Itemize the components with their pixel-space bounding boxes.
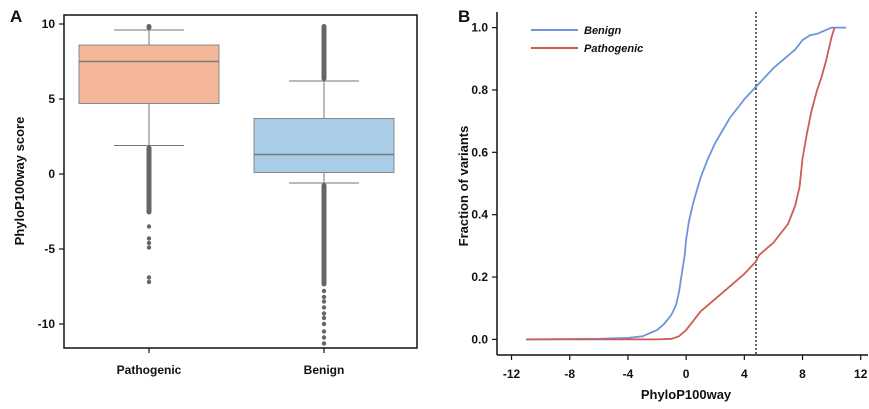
panel-b-x-axis-label: PhyloP100way — [641, 387, 732, 402]
panel-b-x-axis: -12 -8 -4 0 4 8 12 — [503, 355, 868, 381]
a-x-tick-label: Benign — [304, 363, 345, 377]
panel-b-letter: B — [458, 7, 470, 26]
outlier-point — [321, 341, 327, 346]
b-y-tick-label: 1.0 — [471, 21, 488, 35]
b-y-tick-label: 0.2 — [471, 270, 488, 284]
panel-a-y-axis: -10 -5 0 5 10 — [38, 17, 64, 331]
outlier-band — [321, 24, 327, 81]
panel-a-plot-frame — [63, 14, 418, 349]
legend-pathogenic-label: Pathogenic — [584, 43, 643, 55]
iqr-box — [78, 44, 220, 104]
panel-b-series — [526, 12, 847, 355]
outlier-point — [321, 288, 327, 294]
a-y-tick-label: 0 — [48, 167, 55, 181]
b-x-tick-label: 8 — [799, 367, 806, 381]
b-x-tick-label: -4 — [623, 367, 634, 381]
a-x-tick-label: Pathogenic — [117, 363, 182, 377]
series-line-benign — [526, 26, 847, 341]
panel-b-axes — [496, 12, 868, 356]
outlier-point — [321, 294, 327, 300]
b-x-tick-label: 12 — [854, 367, 868, 381]
outlier-point — [146, 224, 152, 229]
outlier-point — [321, 321, 327, 327]
b-y-tick-label: 0.4 — [471, 208, 488, 222]
legend-benign-label: Benign — [584, 25, 622, 37]
outlier-point — [146, 236, 152, 241]
series-line-pathogenic — [526, 27, 836, 341]
outlier-point — [146, 240, 152, 246]
outlier-band — [146, 24, 152, 30]
a-y-tick-label: -5 — [44, 242, 55, 256]
outlier-point — [321, 299, 327, 304]
outlier-point — [321, 305, 327, 310]
b-y-tick-label: 0.6 — [471, 145, 488, 159]
panel-a-letter: A — [10, 7, 22, 26]
outlier-point — [321, 335, 327, 340]
panel-b-y-axis: 0.0 0.2 0.4 0.6 0.8 1.0 — [471, 21, 497, 346]
iqr-box — [253, 118, 395, 173]
panel-a-y-axis-label: PhyloP100way score — [12, 117, 27, 246]
a-y-tick-label: 5 — [48, 92, 55, 106]
outlier-point — [321, 311, 327, 316]
b-y-tick-label: 0.8 — [471, 83, 488, 97]
panel-b-legend: Benign Pathogenic — [531, 25, 643, 55]
b-x-tick-label: 4 — [741, 367, 748, 381]
b-x-tick-label: 0 — [683, 367, 690, 381]
panel-a-x-axis: Pathogenic Benign — [117, 348, 345, 377]
panel-a-boxplots — [78, 24, 395, 346]
b-x-tick-label: -12 — [503, 367, 521, 381]
a-y-tick-label: 10 — [42, 17, 56, 31]
outlier-point — [146, 275, 152, 280]
outlier-point — [321, 329, 327, 334]
b-y-tick-label: 0.0 — [471, 332, 488, 346]
outlier-point — [321, 315, 327, 321]
outlier-band — [146, 145, 152, 215]
panel-b-y-axis-label: Fraction of variants — [456, 126, 471, 247]
a-y-tick-label: -10 — [38, 317, 56, 331]
outlier-point — [146, 245, 152, 250]
outlier-point — [146, 279, 152, 285]
outlier-band — [321, 183, 327, 287]
b-x-tick-label: -8 — [564, 367, 575, 381]
